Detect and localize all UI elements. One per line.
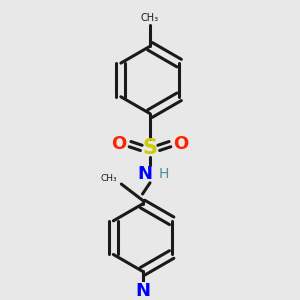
Text: CH₃: CH₃	[101, 174, 118, 183]
Text: S: S	[142, 138, 158, 158]
Text: O: O	[173, 135, 189, 153]
Text: O: O	[111, 135, 127, 153]
Text: N: N	[137, 165, 152, 183]
Text: CH₃: CH₃	[141, 13, 159, 22]
Text: N: N	[135, 282, 150, 300]
Text: H: H	[158, 167, 169, 181]
